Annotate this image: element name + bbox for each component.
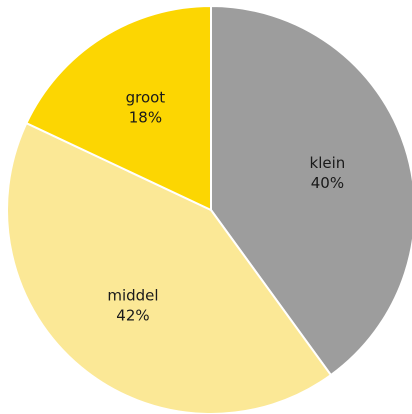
pie-value-middel: 42% xyxy=(116,306,149,324)
pie-slice-groot xyxy=(25,4,212,212)
pie-slice-klein xyxy=(210,4,412,377)
pie-value-groot: 18% xyxy=(129,109,162,127)
pie-label-groot: groot xyxy=(126,89,166,107)
pie-slices xyxy=(6,4,412,414)
pie-slice-middel xyxy=(6,121,333,414)
pie-labels: klein 40% middel 42% groot 18% xyxy=(107,89,345,325)
pie-label-klein: klein xyxy=(310,154,346,172)
pie-label-middel: middel xyxy=(107,286,158,304)
pie-value-klein: 40% xyxy=(311,174,344,192)
